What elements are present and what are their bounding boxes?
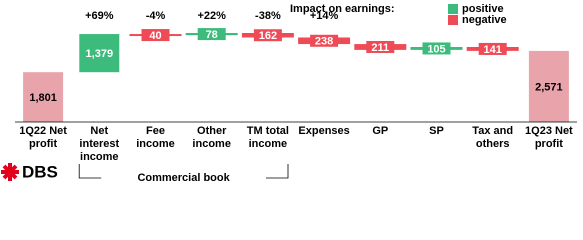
value-label: 40 xyxy=(149,30,161,42)
label-box xyxy=(366,40,395,53)
value-label: 162 xyxy=(259,30,277,42)
legend-swatch xyxy=(448,4,458,14)
label-box xyxy=(478,42,507,55)
value-label: 1,379 xyxy=(86,48,114,60)
value-label: 238 xyxy=(315,36,333,48)
logo-icon xyxy=(1,163,19,181)
x-tick-label: TM total income xyxy=(246,125,289,150)
group-bracket xyxy=(78,164,289,179)
label-box xyxy=(422,42,451,55)
growth-label: -38% xyxy=(255,10,281,22)
legend-swatch xyxy=(448,15,458,25)
total-bar xyxy=(23,72,64,122)
legend-label: positive xyxy=(462,3,504,15)
growth-label: -4% xyxy=(146,10,166,22)
growth-label: +22% xyxy=(197,10,226,22)
total-bar xyxy=(528,50,569,122)
page: Impact on earnings: DBS positive negative… xyxy=(1,3,577,184)
label-box xyxy=(197,28,226,41)
change-bar xyxy=(79,34,120,73)
group-label: Commercial book xyxy=(137,172,230,184)
x-tick-label: Tax and others xyxy=(472,125,514,150)
value-label: 141 xyxy=(484,44,502,56)
value-label: 2,571 xyxy=(535,81,563,93)
legend-title: Impact on earnings: xyxy=(290,3,395,15)
x-tick-label: GP xyxy=(372,125,389,137)
chart: Impact on earnings: DBS positivenegative… xyxy=(1,3,577,184)
x-tick-label: Other income xyxy=(192,125,231,150)
growth-label: +14% xyxy=(310,10,339,22)
value-label: 105 xyxy=(427,43,445,55)
label-box xyxy=(310,34,339,47)
x-tick-label: 1Q22 Net profit xyxy=(19,125,67,150)
legend-label: negative xyxy=(462,14,507,26)
x-tick-label: 1Q23 Net profit xyxy=(525,125,573,150)
value-label: 78 xyxy=(206,29,218,41)
label-box xyxy=(141,29,170,42)
value-label: 1,801 xyxy=(29,92,57,104)
x-tick-label: Expenses xyxy=(298,125,350,137)
value-label: 211 xyxy=(371,42,389,54)
logo-text: DBS xyxy=(22,162,58,181)
logo: DBS xyxy=(1,162,58,181)
label-box xyxy=(253,29,282,42)
x-tick-label: Fee income xyxy=(136,125,175,150)
growth-label: +69% xyxy=(85,10,114,22)
x-tick-label: Net interest income xyxy=(79,125,120,163)
x-tick-label: SP xyxy=(429,125,444,137)
